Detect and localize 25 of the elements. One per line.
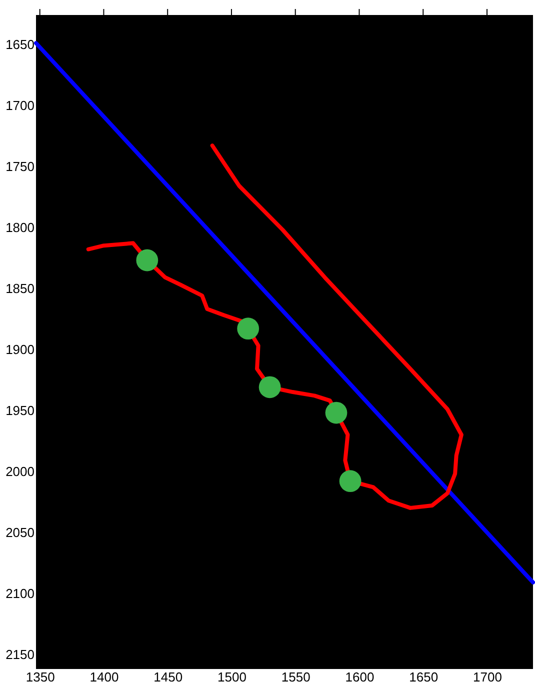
x-tick-label: 1650 bbox=[409, 670, 438, 684]
line-series bbox=[86, 144, 464, 510]
point bbox=[136, 249, 158, 272]
y-tick-label: 1850 bbox=[6, 280, 34, 296]
y-tick-label: 1750 bbox=[6, 158, 34, 174]
point bbox=[339, 470, 362, 492]
point bbox=[237, 318, 260, 340]
x-tick-label: 1350 bbox=[26, 670, 55, 684]
x-tick-label: 1400 bbox=[90, 670, 119, 684]
y-tick-label: 1900 bbox=[6, 342, 34, 357]
x-tick-label: 1450 bbox=[154, 670, 183, 684]
y-tick-label: 2050 bbox=[6, 524, 34, 540]
x-tick-label: 1700 bbox=[473, 670, 502, 684]
x-tick-label: 1600 bbox=[345, 670, 374, 684]
y-tick-label: 2000 bbox=[6, 464, 34, 479]
y-tick-label: 2100 bbox=[6, 586, 34, 601]
x-tick-label: 1500 bbox=[218, 670, 246, 684]
y-tick-label: 1950 bbox=[6, 402, 34, 418]
y-tick-label: 2150 bbox=[6, 646, 34, 662]
y-tick-label: 1800 bbox=[6, 220, 34, 235]
point bbox=[325, 402, 348, 424]
y-tick-label: 1700 bbox=[6, 98, 34, 113]
point bbox=[258, 376, 281, 398]
y-tick-label: 1650 bbox=[6, 36, 34, 52]
x-tick-label: 1550 bbox=[281, 670, 310, 684]
